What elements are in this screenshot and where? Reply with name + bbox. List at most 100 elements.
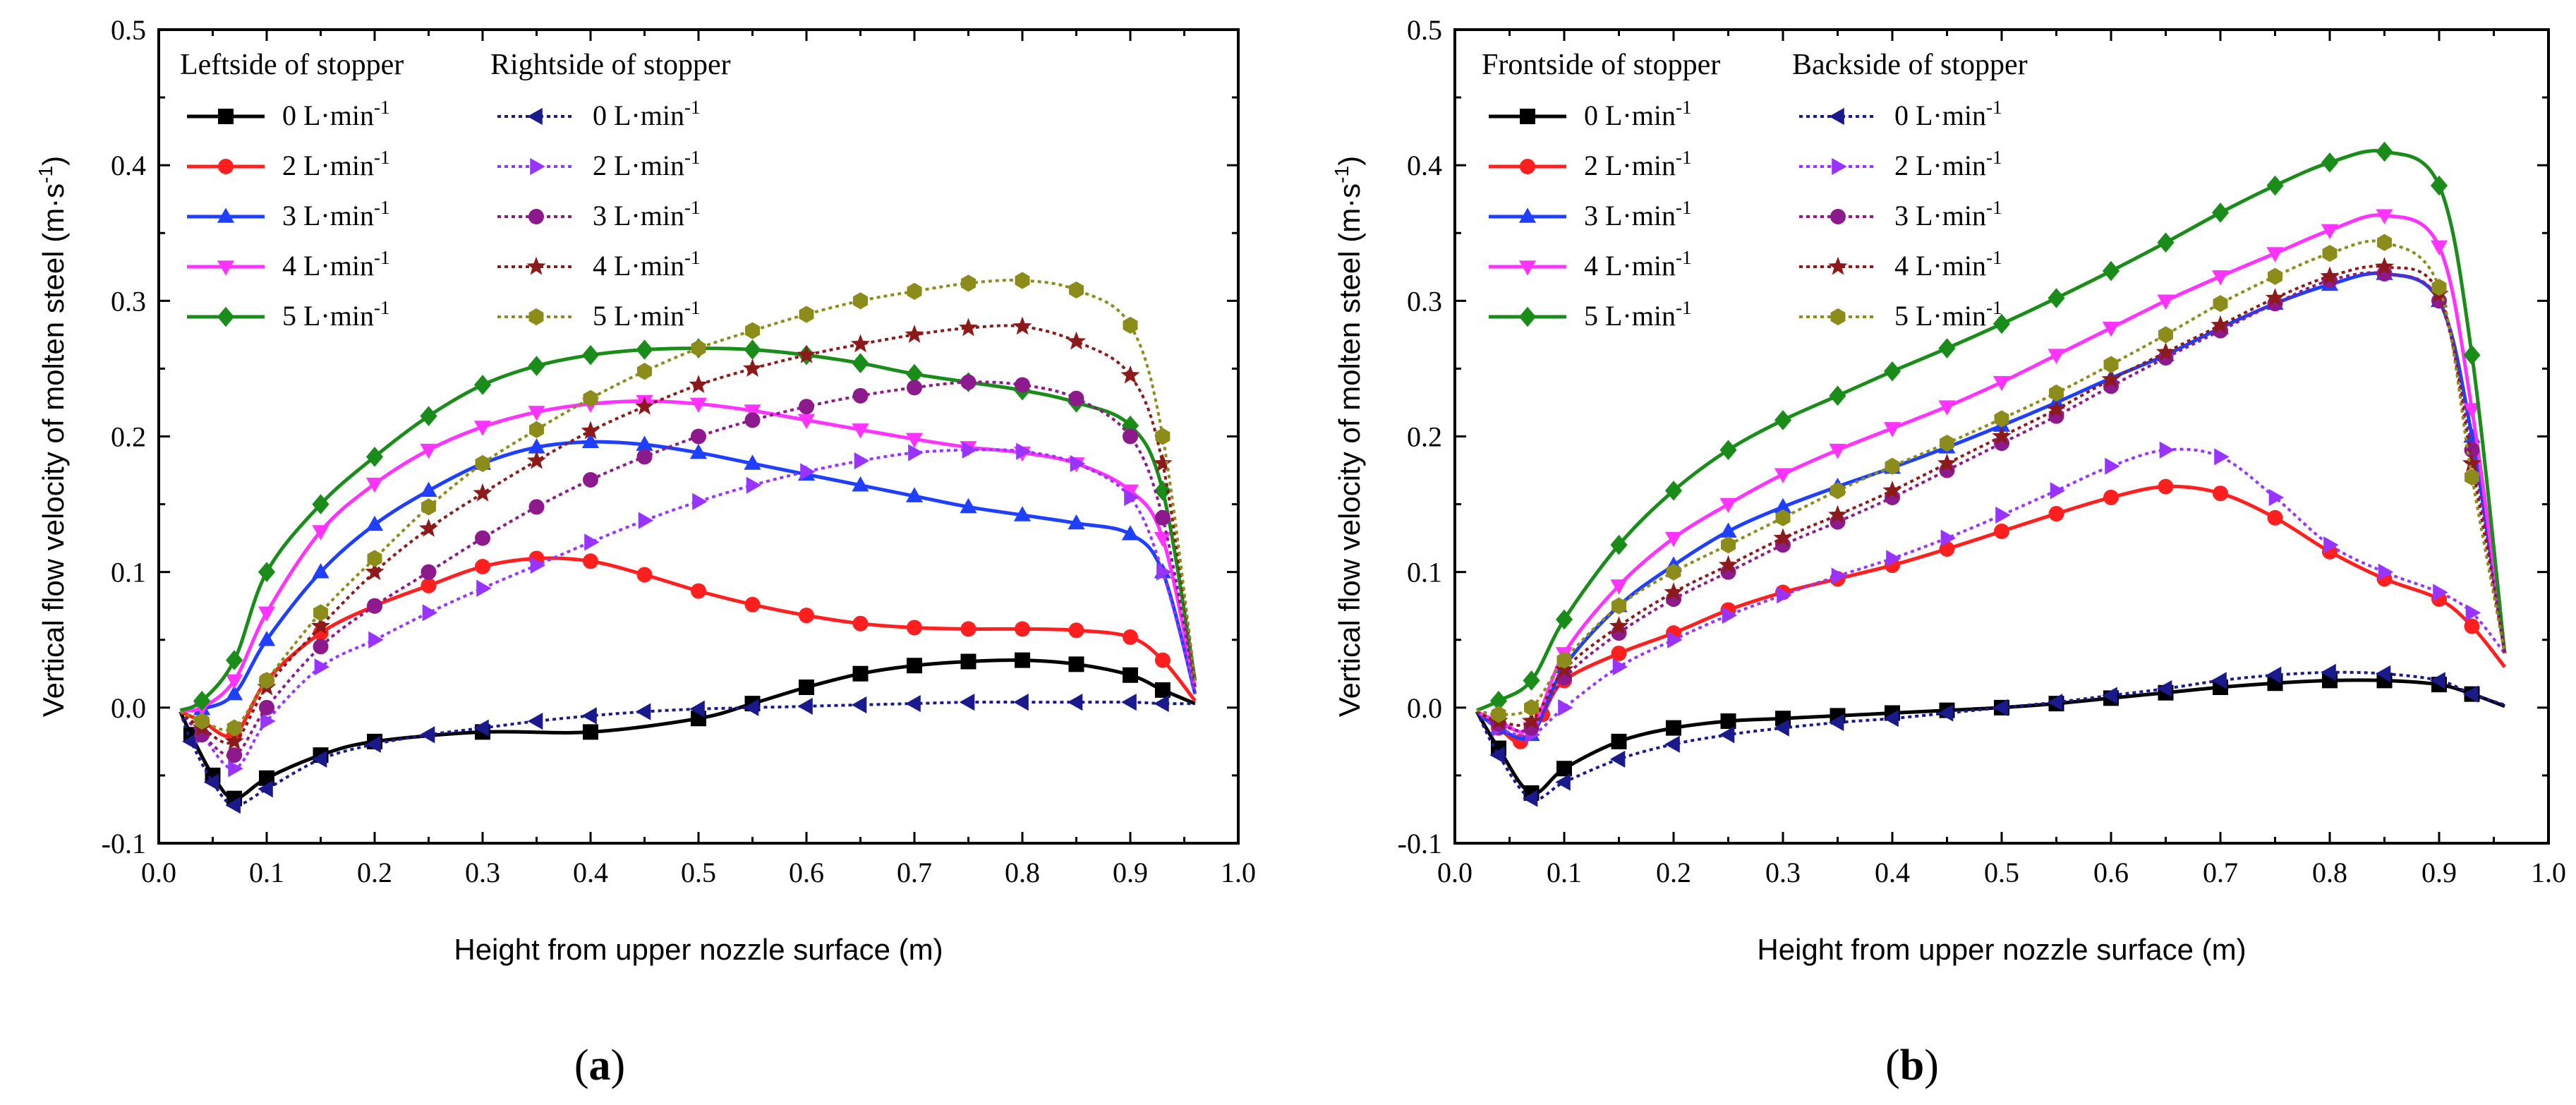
data-point (1123, 316, 1138, 334)
data-point (581, 433, 600, 448)
data-point (225, 797, 241, 814)
data-point (2048, 349, 2065, 364)
data-point (1937, 453, 1957, 472)
data-point (1774, 719, 1789, 737)
data-point (799, 399, 814, 415)
data-point (1940, 529, 1957, 547)
data-point (1886, 550, 1901, 567)
series-1 (179, 550, 1197, 743)
data-point (2102, 260, 2120, 282)
y-axis-title: Vertical flow velocity of molten steel (… (35, 156, 70, 717)
legend-label: 4 L·min-1 (282, 247, 389, 282)
series-line (180, 440, 1197, 713)
legend-entry: 0 L·min-1 (187, 97, 389, 131)
data-point (1828, 713, 1844, 732)
data-point (2048, 506, 2064, 522)
data-point (636, 449, 653, 465)
data-point (583, 553, 598, 569)
x-tick-label: 1.0 (2531, 857, 2566, 888)
legend-entry: 2 L·min-1 (497, 147, 700, 181)
data-point (581, 421, 600, 440)
x-tick-label: 0.5 (681, 857, 716, 888)
data-point (1121, 694, 1137, 711)
data-point (1121, 484, 1139, 500)
data-point (194, 712, 210, 730)
data-point (799, 608, 814, 624)
data-point (2431, 279, 2447, 296)
data-point (850, 334, 871, 353)
data-point (2433, 584, 2448, 601)
data-point (962, 441, 978, 459)
data-point (1774, 497, 1792, 514)
x-tick-label: 0.7 (2203, 857, 2238, 888)
data-point (1489, 690, 1508, 711)
data-point (689, 700, 705, 718)
data-point (744, 596, 761, 612)
data-point (1013, 694, 1029, 711)
legend-entry: 5 L·min-1 (497, 297, 700, 332)
data-point (1612, 658, 1628, 676)
x-axis-title: Height from upper nozzle surface (m) (1757, 933, 2246, 966)
data-point (1123, 428, 1138, 445)
legend-marker (217, 306, 235, 327)
x-axis-title: Height from upper nozzle surface (m) (454, 933, 943, 966)
data-point (2157, 294, 2175, 310)
data-point (1666, 720, 1681, 736)
data-point (473, 483, 492, 502)
data-point (2211, 270, 2230, 286)
legend-entry: 4 L·min-1 (187, 247, 389, 282)
legend-label: 3 L·min-1 (593, 197, 700, 231)
data-point (1938, 400, 1956, 416)
data-point (691, 428, 706, 445)
y-tick-label: 0.2 (111, 421, 146, 453)
data-point (2430, 240, 2448, 256)
data-point (2430, 175, 2448, 196)
y-tick-label: 0.0 (111, 692, 146, 724)
series-5 (1475, 663, 2505, 807)
data-point (1558, 699, 1573, 716)
data-point (2320, 266, 2340, 285)
data-point (529, 421, 544, 438)
series-line (1475, 271, 2506, 732)
data-point (905, 433, 924, 448)
data-point (528, 406, 545, 421)
data-point (310, 616, 331, 635)
data-point (1667, 631, 1683, 648)
data-point (638, 512, 654, 529)
x-tick-label: 0.6 (789, 857, 824, 888)
data-point (583, 471, 598, 488)
data-point (473, 421, 492, 436)
data-point (960, 653, 976, 670)
x-tick-label: 0.8 (2312, 857, 2347, 888)
data-point (746, 476, 762, 494)
data-point (365, 447, 384, 467)
data-point (1123, 629, 1138, 645)
legend-marker (1518, 260, 1537, 276)
series-line (179, 658, 1196, 801)
legend-label: 5 L·min-1 (282, 297, 389, 332)
data-point (1827, 505, 1848, 524)
x-tick-label: 1.0 (1221, 857, 1256, 888)
data-point (2213, 485, 2228, 502)
legend-entry: 5 L·min-1 (1489, 297, 1691, 332)
data-point (1831, 567, 1847, 585)
data-point (637, 363, 652, 380)
data-point (1882, 481, 1902, 499)
data-point (2049, 384, 2064, 402)
data-point (2156, 680, 2172, 698)
data-point (1992, 426, 2012, 445)
data-point (1829, 385, 1846, 406)
data-point (2322, 244, 2338, 262)
data-point (853, 292, 868, 310)
data-point (2211, 315, 2230, 334)
data-point (226, 674, 243, 690)
legend-marker (217, 207, 235, 223)
data-point (689, 443, 708, 459)
y-tick-label: 0.3 (1407, 285, 1442, 317)
legend-label: 2 L·min-1 (1894, 147, 2002, 181)
data-point (852, 665, 869, 682)
data-point (1720, 713, 1736, 730)
legend-entry: 0 L·min-1 (497, 97, 700, 131)
data-point (182, 732, 198, 750)
data-point (2046, 399, 2067, 418)
